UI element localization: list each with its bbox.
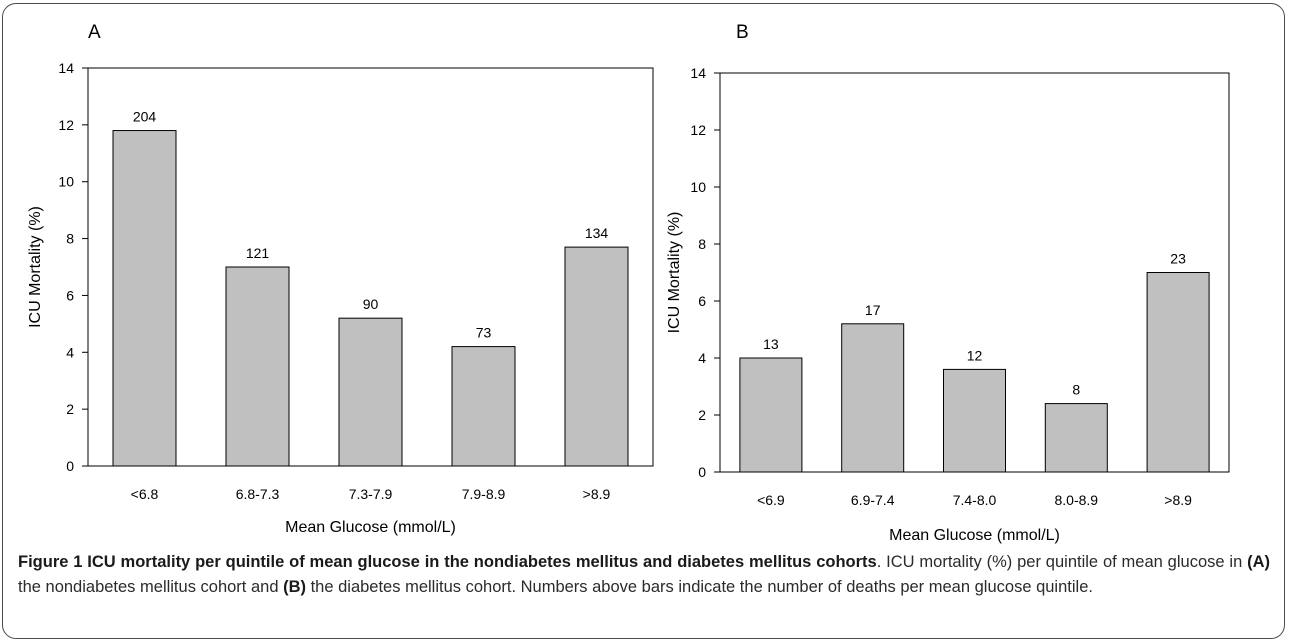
caption-title: Figure 1 ICU mortality per quintile of m… <box>18 553 877 571</box>
caption-text-3: the diabetes mellitus cohort. Numbers ab… <box>306 578 1093 596</box>
panel-a-y-tick-label-7: 14 <box>58 60 74 76</box>
panel-b-bar-4 <box>1044 403 1108 473</box>
panel-b-data-label-4: 8 <box>1072 382 1080 398</box>
panel-a-bar-3 <box>338 317 403 467</box>
panel-a-x-tick-label-1: <6.8 <box>131 486 159 502</box>
panel-b-x-axis-title: Mean Glucose (mmol/L) <box>889 527 1060 544</box>
panel-a: A204<6.81216.8-7.3907.3-7.9737.9-8.9134>… <box>27 22 654 536</box>
panel-b-y-tick-label-1: 2 <box>698 407 706 423</box>
panel-b-bar-3 <box>943 368 1006 473</box>
panel-b-x-tick-label-4: 8.0-8.9 <box>1055 492 1099 508</box>
panel-b-x-tick-label-2: 6.9-7.4 <box>851 492 895 508</box>
panel-b-data-label-5: 23 <box>1170 251 1186 267</box>
panel-b-y-tick-label-4: 8 <box>698 236 706 252</box>
panel-b-x-tick-label-5: >8.9 <box>1164 492 1192 508</box>
panel-a-data-label-2: 121 <box>246 245 270 261</box>
panel-b-y-tick-label-3: 6 <box>698 293 706 309</box>
panel-a-data-label-5: 134 <box>585 225 609 241</box>
panel-b-x-tick-label-3: 7.4-8.0 <box>953 492 997 508</box>
panel-a-label: A <box>88 22 101 43</box>
panel-a-y-axis-title: ICU Mortality (%) <box>27 206 44 328</box>
panel-b-y-tick-label-6: 12 <box>690 122 706 138</box>
caption-panel-a-label: (A) <box>1247 553 1270 571</box>
figure-panels: A204<6.81216.8-7.3907.3-7.9737.9-8.9134>… <box>27 22 1230 544</box>
figure-caption: Figure 1 ICU mortality per quintile of m… <box>18 550 1270 600</box>
panel-a-x-tick-label-5: >8.9 <box>583 486 611 502</box>
panel-a-bar-1 <box>112 130 177 467</box>
panel-b-y-tick-label-5: 10 <box>690 179 706 195</box>
panel-a-y-tick-label-5: 10 <box>58 174 74 190</box>
panel-b-data-label-1: 13 <box>763 336 779 352</box>
panel-a-plot-frame <box>87 67 654 467</box>
panel-b-y-tick-label-2: 4 <box>698 350 706 366</box>
panel-a-y-tick-label-1: 2 <box>66 401 74 417</box>
panel-a-data-label-1: 204 <box>133 109 157 125</box>
panel-a-y-tick-label-3: 6 <box>66 287 74 303</box>
panel-b-data-label-3: 12 <box>967 347 983 363</box>
caption-text-1: . ICU mortality (%) per quintile of mean… <box>876 553 1248 571</box>
panel-a-bar-2 <box>225 266 290 467</box>
panel-a-bar-4 <box>451 346 516 467</box>
panel-b-y-tick-label-7: 14 <box>690 65 706 81</box>
caption-text-2: the nondiabetes mellitus cohort and <box>18 578 284 596</box>
panel-b-y-tick-label-0: 0 <box>698 464 706 480</box>
panel-b: B 13 <6.9 17 6.9-7.4 12 7.4-8.0 8 8.0-8.9 23 >8.9 0… <box>666 22 1230 544</box>
panel-a-data-label-3: 90 <box>363 296 379 312</box>
panel-b-bar-5 <box>1146 272 1210 473</box>
panel-a-x-tick-label-3: 7.3-7.9 <box>349 486 393 502</box>
panel-b-x-tick-label-1: <6.9 <box>757 492 785 508</box>
caption-panel-b-label: (B) <box>283 578 306 596</box>
panel-b-plot-frame <box>719 72 1230 473</box>
panel-a-x-axis-title: Mean Glucose (mmol/L) <box>285 519 456 536</box>
panel-b-y-axis-title: ICU Mortality (%) <box>666 212 683 334</box>
panel-b-data-label-2: 17 <box>865 302 881 318</box>
panel-b-bar-1 <box>739 357 803 473</box>
panel-a-y-tick-label-0: 0 <box>66 458 74 474</box>
panel-a-data-label-4: 73 <box>476 325 492 341</box>
panel-a-x-tick-label-4: 7.9-8.9 <box>462 486 506 502</box>
panel-a-y-tick-label-4: 8 <box>66 231 74 247</box>
panel-a-bar-5 <box>564 246 629 467</box>
panel-b-bar-2 <box>841 323 905 473</box>
figure-frame <box>2 3 1285 639</box>
panel-a-x-tick-label-2: 6.8-7.3 <box>236 486 280 502</box>
panel-b-label: B <box>736 22 749 43</box>
panel-a-y-tick-label-6: 12 <box>58 117 74 133</box>
panel-a-y-tick-label-2: 4 <box>66 344 74 360</box>
